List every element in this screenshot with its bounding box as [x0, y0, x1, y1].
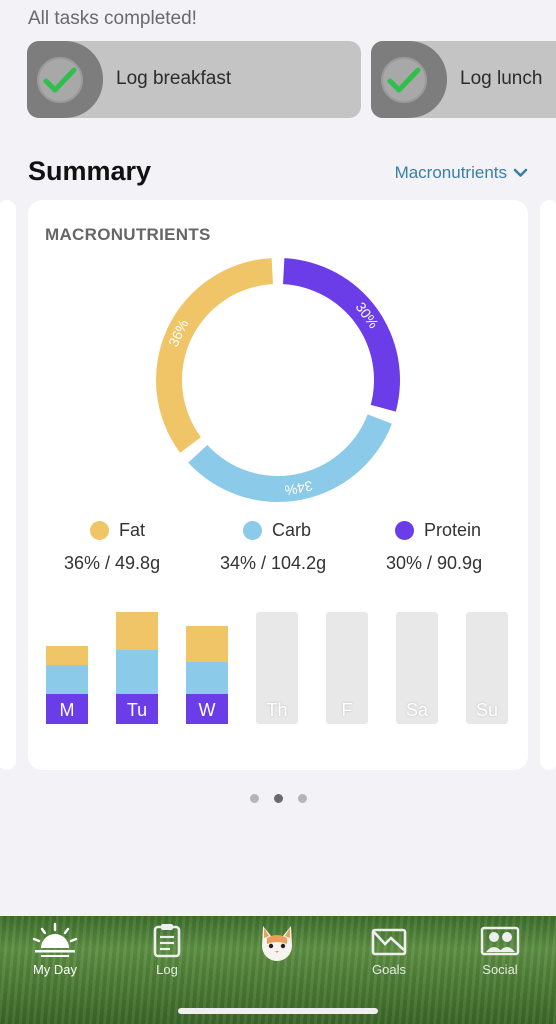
people-icon [480, 926, 520, 956]
day-label: F [341, 699, 353, 720]
page-indicator[interactable] [250, 794, 307, 803]
task-label: Log lunch [460, 68, 543, 89]
fat-value: 36% / 49.8g [64, 553, 161, 573]
tab-label: Goals [372, 962, 406, 977]
day-bar-m[interactable]: M [46, 646, 88, 724]
bar-segment-fat [46, 646, 88, 665]
bar-segment-fat [116, 612, 158, 650]
day-label: M [59, 699, 75, 720]
bar-segment-fat [186, 626, 228, 662]
next-card-peek[interactable] [540, 200, 556, 770]
tab-bar: My Day Log Goals Social [0, 916, 556, 1024]
chevron-down-icon [513, 168, 528, 177]
previous-card-peek[interactable] [0, 200, 16, 770]
legend-label: Carb [272, 520, 312, 540]
tab-pet[interactable] [237, 922, 317, 968]
chart-envelope-icon [371, 928, 407, 956]
page-dot[interactable] [298, 794, 307, 803]
day-bar-f[interactable]: F [326, 612, 368, 724]
task-card-log-lunch[interactable]: Log lunch [371, 41, 556, 118]
day-label: Sa [405, 699, 429, 720]
bar-segment-protein [186, 694, 228, 724]
protein-value: 30% / 90.9g [386, 553, 483, 573]
day-label: Su [475, 699, 499, 720]
check-icon [37, 57, 83, 103]
tab-label: Social [482, 962, 518, 977]
protein-color-dot [395, 521, 414, 540]
day-bar-tu[interactable]: Tu [116, 612, 158, 724]
carb-color-dot [243, 521, 262, 540]
cat-avatar-icon [262, 926, 292, 961]
check-icon [381, 57, 427, 103]
task-card-log-breakfast[interactable]: Log breakfast [27, 41, 361, 118]
home-indicator[interactable] [178, 1008, 378, 1014]
tab-social[interactable]: Social [460, 922, 540, 977]
macronutrient-donut-chart: 30%34%36% [156, 258, 400, 502]
tab-label: Log [156, 962, 178, 977]
legend-protein: Protein [395, 520, 481, 541]
day-bar-sa[interactable]: Sa [396, 612, 438, 724]
clipboard-icon [153, 924, 181, 958]
carb-value: 34% / 104.2g [220, 553, 327, 573]
macronutrients-card: MACRONUTRIENTS 30% 34% 36% Fat 36% / 49.8g… [28, 200, 528, 770]
tab-log[interactable]: Log [127, 922, 207, 977]
card-title: MACRONUTRIENTS [45, 225, 211, 244]
task-label: Log breakfast [116, 68, 232, 89]
fat-color-dot [90, 521, 109, 540]
day-bar-w[interactable]: W [186, 626, 228, 724]
tab-my-day[interactable]: My Day [15, 922, 95, 977]
donut-label-carb: 34% [283, 478, 314, 499]
bar-segment-carb [116, 650, 158, 694]
day-bar-th[interactable]: Th [256, 612, 298, 724]
legend-label: Protein [424, 520, 482, 540]
day-bar-su[interactable]: Su [466, 612, 508, 724]
legend-carb: Carb [243, 520, 311, 541]
donut-slice-carb [188, 414, 392, 502]
bar-segment-carb [46, 665, 88, 694]
day-label: W [198, 699, 216, 720]
day-label: Th [266, 699, 288, 720]
day-label: Tu [126, 699, 148, 720]
donut-slice-fat [156, 258, 273, 453]
bar-segment-carb [186, 662, 228, 694]
page-dot[interactable] [250, 794, 259, 803]
summary-type-dropdown[interactable]: Macronutrients [395, 163, 528, 183]
donut-slice-protein [283, 258, 400, 412]
page-dot-active[interactable] [274, 794, 283, 803]
legend-label: Fat [119, 520, 146, 540]
legend-fat: Fat [90, 520, 145, 541]
tab-goals[interactable]: Goals [349, 922, 429, 977]
bar-segment-protein [116, 694, 158, 724]
tab-label: My Day [32, 962, 78, 977]
summary-type-value: Macronutrients [394, 163, 507, 182]
summary-title: Summary [28, 156, 152, 186]
sunrise-icon [32, 922, 78, 957]
bar-segment-protein [46, 694, 88, 724]
tasks-status-text: All tasks completed! [28, 8, 197, 29]
